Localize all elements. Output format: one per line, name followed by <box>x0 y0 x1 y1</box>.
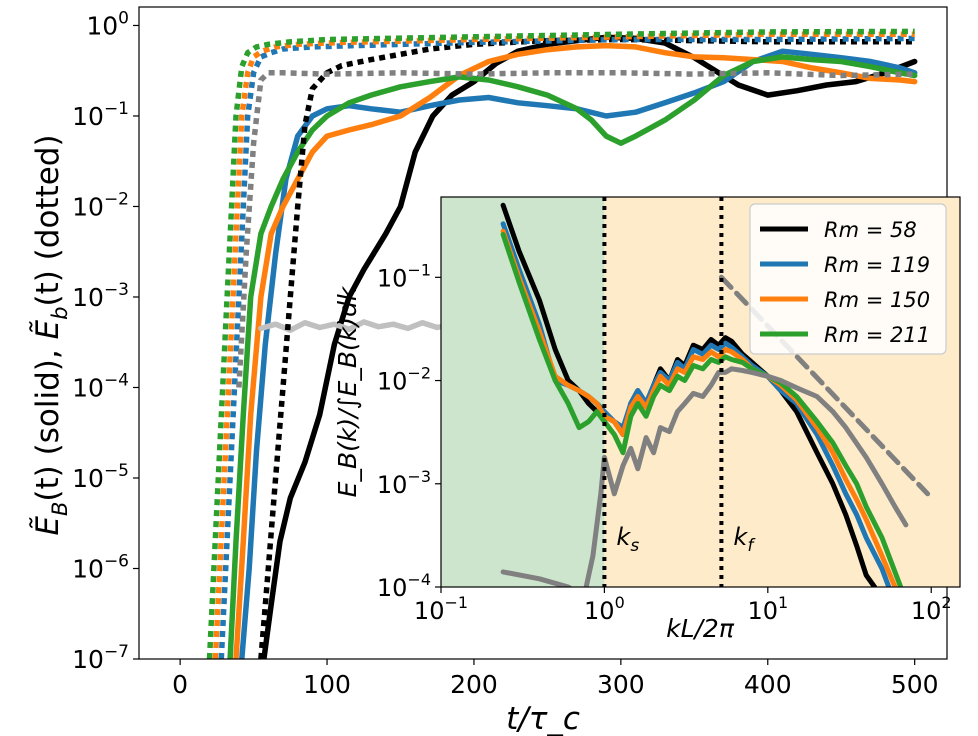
inset-vline-label-main: k <box>733 523 748 551</box>
main-xlabel-text: t/τ_c <box>506 701 580 736</box>
main-ytick-exponent: 0 <box>118 8 129 28</box>
inset-xtick-exponent: 0 <box>615 593 625 612</box>
main-ylabel-part: (t) (solid), <box>30 339 66 501</box>
inset-xtick-label: 10−1 <box>414 593 468 625</box>
main-series-rm-58-solid <box>261 34 918 659</box>
main-ytick-label: 10−6 <box>72 551 129 583</box>
main-ytick-base: 10 <box>72 464 104 493</box>
inset-xtick-exponent: 2 <box>941 593 951 612</box>
inset-ytick-base: 10 <box>377 574 408 602</box>
inset-ytick-exponent: −1 <box>407 260 431 279</box>
inset-xlabel: kL/2π <box>666 614 735 643</box>
inset-ytick-label: 10−3 <box>377 467 431 499</box>
main-ytick-base: 10 <box>72 554 104 583</box>
inset-xtick-base: 10 <box>414 597 445 625</box>
inset-vline-label-sub: f <box>747 536 756 556</box>
main-series-rm-58-dotted <box>258 36 915 659</box>
inset-vline-label: ks <box>616 523 639 556</box>
inset-xtick-base: 10 <box>747 597 778 625</box>
main-ytick-base: 10 <box>72 645 104 674</box>
main-ytick-label: 100 <box>86 8 129 40</box>
main-series-rm-150-solid <box>233 42 918 659</box>
main-series-rm-119-solid <box>239 48 918 659</box>
legend-entry-label: Rm = 58 <box>824 218 917 242</box>
inset-ytick-label: 10−2 <box>377 364 431 396</box>
main-ytick-exponent: −3 <box>104 280 129 300</box>
legend: Rm = 58 Rm = 119 Rm = 150 Rm = 211 <box>749 203 947 355</box>
main-ytick-base: 10 <box>72 283 104 312</box>
inset-xtick-label: 100 <box>584 593 625 625</box>
inset-vline-label: kf <box>733 523 756 556</box>
main-xlabel: t/τ_c <box>506 701 580 736</box>
main-ytick-label: 10−3 <box>72 280 129 312</box>
inset-ytick-base: 10 <box>377 368 408 396</box>
inset-ytick-label: 10−4 <box>377 570 431 602</box>
legend-entry-label: Rm = 211 <box>824 323 930 347</box>
inset-vline-label-main: k <box>616 523 631 551</box>
main-ylabel-part: (t) (dotted) <box>30 134 66 306</box>
main-series-rm-211-dotted <box>206 28 915 659</box>
inset-xtick-base: 10 <box>911 597 942 625</box>
legend-entry-label: Rm = 119 <box>824 253 930 277</box>
main-xtick-label: 100 <box>303 670 351 699</box>
main-ytick-label: 10−5 <box>72 461 129 493</box>
inset-xtick-base: 10 <box>584 597 615 625</box>
main-ylabel-part: Ẽ <box>30 516 66 536</box>
inset-ytick-base: 10 <box>377 264 408 292</box>
main-series-group <box>206 28 918 659</box>
legend-box <box>749 203 947 355</box>
inset-ytick-exponent: −3 <box>407 467 431 486</box>
main-series-rm-211-solid <box>227 54 918 659</box>
inset-axes-frame <box>440 196 961 588</box>
inset-xtick-exponent: 1 <box>778 593 788 612</box>
main-xtick-label: 0 <box>172 670 188 699</box>
main-xtick-label: 300 <box>597 670 645 699</box>
inset-series-rm-211 <box>500 232 904 587</box>
main-ylabel-part: B <box>48 502 72 516</box>
main-ylabel-part: b <box>48 307 72 320</box>
inset-ytick-exponent: −2 <box>407 364 431 383</box>
main-ytick-exponent: −4 <box>104 370 129 390</box>
main-ytick-base: 10 <box>72 102 104 131</box>
main-xtick-label: 400 <box>744 670 792 699</box>
main-xtick-label: 200 <box>450 670 498 699</box>
inset-xtick-label: 102 <box>911 593 952 625</box>
inset-ytick-label: 10−1 <box>377 260 431 292</box>
main-ytick-label: 10−7 <box>72 642 129 674</box>
inset-xtick-label: 101 <box>747 593 788 625</box>
inset-ytick-exponent: −4 <box>407 570 431 589</box>
inset-series-rm-150 <box>500 228 898 587</box>
inset-ytick-base: 10 <box>377 471 408 499</box>
main-ylabel-part: Ẽ <box>30 319 66 339</box>
main-ytick-label: 10−4 <box>72 370 129 402</box>
main-plot: 0 100 200 300 400 50010−710−610−510−410−310−2… <box>30 6 948 736</box>
main-ytick-exponent: −1 <box>104 99 129 119</box>
legend-entry-label: Rm = 150 <box>824 288 930 312</box>
main-ytick-exponent: −2 <box>104 189 129 209</box>
main-series-gray-dotted <box>236 70 915 388</box>
main-ytick-base: 10 <box>72 192 104 221</box>
inset-xtick-exponent: −1 <box>444 593 468 612</box>
main-ytick-exponent: −7 <box>104 642 129 662</box>
inset-ylabel: E_B(k)/∫E_B(k)dk <box>333 285 362 497</box>
main-ytick-label: 10−1 <box>72 99 129 131</box>
main-xtick-label: 500 <box>891 670 939 699</box>
main-ytick-label: 10−2 <box>72 189 129 221</box>
main-ytick-exponent: −6 <box>104 551 129 571</box>
main-ytick-exponent: −5 <box>104 461 129 481</box>
inset-vline-label-sub: s <box>630 536 639 556</box>
main-ytick-base: 10 <box>72 373 104 402</box>
main-ylabel: ẼB(t) (solid), Ẽb(t) (dotted) <box>30 134 72 535</box>
main-ytick-base: 10 <box>86 11 118 40</box>
